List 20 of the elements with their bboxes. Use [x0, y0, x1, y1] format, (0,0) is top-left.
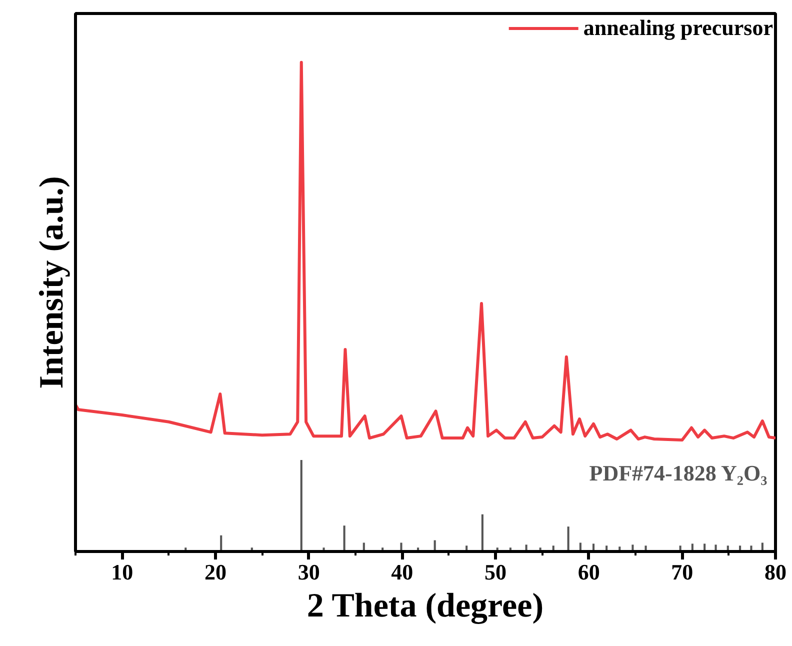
bar	[644, 546, 647, 552]
x-tick-label: 30	[298, 560, 320, 584]
x-axis-title: 2 Theta (degree)	[306, 588, 544, 624]
bar	[750, 546, 752, 552]
x-tick-label: 80	[764, 560, 786, 584]
x-tick-label: 10	[111, 560, 134, 584]
bar	[343, 526, 346, 552]
x-tick-label: 50	[484, 560, 506, 584]
y-axis-title: Intensity (a.u.)	[34, 176, 70, 389]
x-tick-label: 60	[578, 560, 600, 584]
bar	[400, 542, 402, 552]
text: PDF#74-1828 Y₂O₃	[589, 460, 768, 486]
legend-label: annealing precursor	[583, 15, 773, 41]
x-tick-label: 40	[391, 560, 414, 584]
bar	[567, 526, 570, 552]
x-tick-label: 20	[204, 560, 226, 584]
bar	[481, 514, 484, 552]
x-tick-label: 70	[671, 560, 694, 584]
bar	[300, 460, 302, 552]
bar	[714, 544, 717, 552]
